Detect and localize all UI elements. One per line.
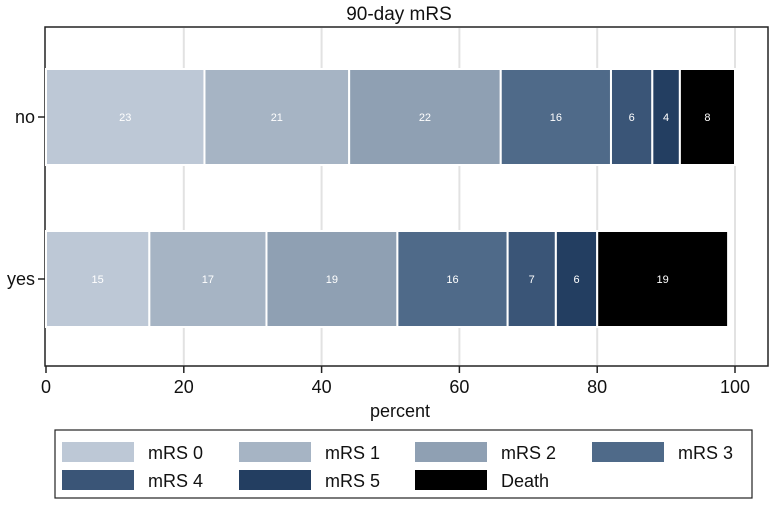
bar-segment bbox=[265, 230, 399, 328]
x-tick-label: 60 bbox=[449, 377, 469, 397]
bar-value-label: 17 bbox=[202, 274, 214, 286]
legend-swatch bbox=[62, 442, 134, 462]
bar-segment bbox=[506, 230, 557, 328]
bar-value-label: 21 bbox=[271, 112, 283, 124]
bar-value-label: 23 bbox=[119, 112, 131, 124]
bar-value-label: 16 bbox=[550, 112, 562, 124]
y-tick-label: no bbox=[15, 107, 35, 127]
legend-label: Death bbox=[501, 471, 549, 491]
x-tick-label: 80 bbox=[587, 377, 607, 397]
legend-label: mRS 2 bbox=[501, 443, 556, 463]
bar-value-label: 22 bbox=[419, 112, 431, 124]
x-axis-label: percent bbox=[370, 401, 430, 421]
bar-segment bbox=[651, 68, 681, 166]
legend-label: mRS 3 bbox=[678, 443, 733, 463]
x-tick-label: 20 bbox=[174, 377, 194, 397]
bar-value-label: 15 bbox=[92, 274, 104, 286]
x-tick-label: 40 bbox=[312, 377, 332, 397]
legend-swatch bbox=[239, 442, 311, 462]
bar-segment bbox=[148, 230, 268, 328]
bar-segment bbox=[499, 68, 612, 166]
bar-value-label: 6 bbox=[573, 274, 579, 286]
bar-segment bbox=[348, 68, 502, 166]
x-axis: 0 20 40 60 80 100 bbox=[41, 366, 750, 397]
bar-segment bbox=[45, 230, 151, 328]
bar-value-label: 7 bbox=[529, 274, 535, 286]
bar-segment bbox=[554, 230, 599, 328]
legend-label: mRS 1 bbox=[325, 443, 380, 463]
y-axis: no yes bbox=[7, 107, 45, 289]
legend-box bbox=[54, 429, 753, 499]
bar-value-label: 6 bbox=[629, 112, 635, 124]
bar-value-label: 19 bbox=[326, 274, 338, 286]
bar-value-label: 19 bbox=[657, 274, 669, 286]
legend-label: mRS 0 bbox=[148, 443, 203, 463]
legend-label: mRS 4 bbox=[148, 471, 203, 491]
bar-segment bbox=[45, 68, 206, 166]
legend-swatch bbox=[592, 442, 664, 462]
bar-value-label: 4 bbox=[663, 112, 669, 124]
legend-label: mRS 5 bbox=[325, 471, 380, 491]
bar-segment bbox=[609, 68, 654, 166]
bars: 23 21 22 16 6 4 8 15 17 19 16 7 6 19 bbox=[45, 68, 737, 328]
y-tick-label: yes bbox=[7, 269, 35, 289]
legend-swatch bbox=[415, 470, 487, 490]
bar-value-label: 16 bbox=[446, 274, 458, 286]
bar-segment bbox=[596, 230, 730, 328]
bar-segment bbox=[203, 68, 351, 166]
legend-swatch bbox=[415, 442, 487, 462]
legend-swatch bbox=[62, 470, 134, 490]
bar-value-label: 8 bbox=[704, 112, 710, 124]
chart-title: 90-day mRS bbox=[346, 4, 452, 25]
legend: mRS 0 mRS 1 mRS 2 mRS 3 mRS 4 mRS 5 Death bbox=[62, 442, 733, 491]
x-tick-label: 0 bbox=[41, 377, 51, 397]
x-tick-label: 100 bbox=[720, 377, 750, 397]
legend-swatch bbox=[239, 470, 311, 490]
bar-segment bbox=[678, 68, 737, 166]
